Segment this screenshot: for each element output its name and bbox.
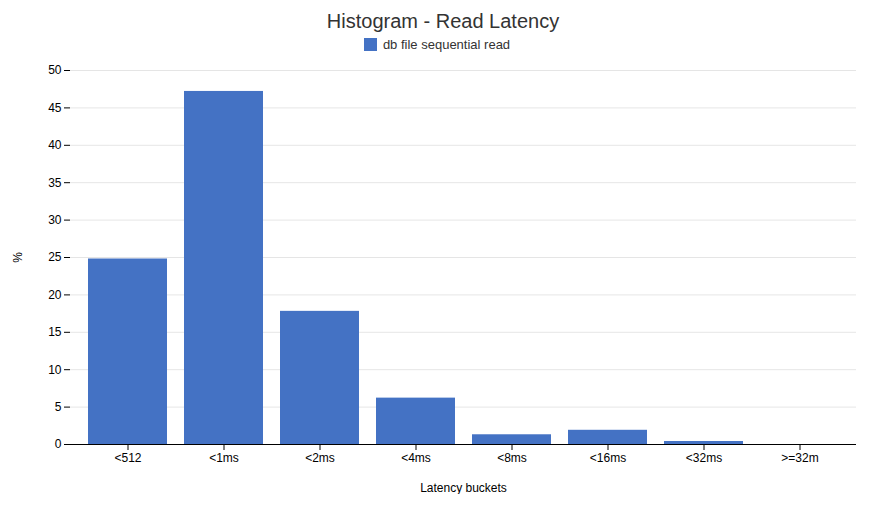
svg-text:<8ms: <8ms <box>497 451 527 465</box>
svg-text:<16ms: <16ms <box>590 451 626 465</box>
html-text:Histogram - Read Latency: Histogram - Read Latency <box>326 10 560 32</box>
svg-text:20: 20 <box>48 288 62 302</box>
svg-text:15: 15 <box>48 325 62 339</box>
svg-text:40: 40 <box>48 138 62 152</box>
svg-text:30: 30 <box>48 213 62 227</box>
svg-text:10: 10 <box>48 363 62 377</box>
svg-text:25: 25 <box>48 250 62 264</box>
svg-text:%: % <box>11 252 25 263</box>
svg-text:45: 45 <box>48 101 62 115</box>
svg-text:<512: <512 <box>114 451 141 465</box>
html-text:db file sequential read: db file sequential read <box>382 37 511 52</box>
svg-text:<32ms: <32ms <box>686 451 722 465</box>
svg-text:<1ms: <1ms <box>209 451 239 465</box>
svg-text:50: 50 <box>48 63 62 77</box>
svg-text:5: 5 <box>55 400 62 414</box>
svg-text:>=32m: >=32m <box>781 451 818 465</box>
svg-text:Latency buckets: Latency buckets <box>420 481 507 495</box>
svg-text:35: 35 <box>48 176 62 190</box>
svg-text:<4ms: <4ms <box>401 451 431 465</box>
svg-text:0: 0 <box>55 437 62 451</box>
svg-text:<2ms: <2ms <box>305 451 335 465</box>
